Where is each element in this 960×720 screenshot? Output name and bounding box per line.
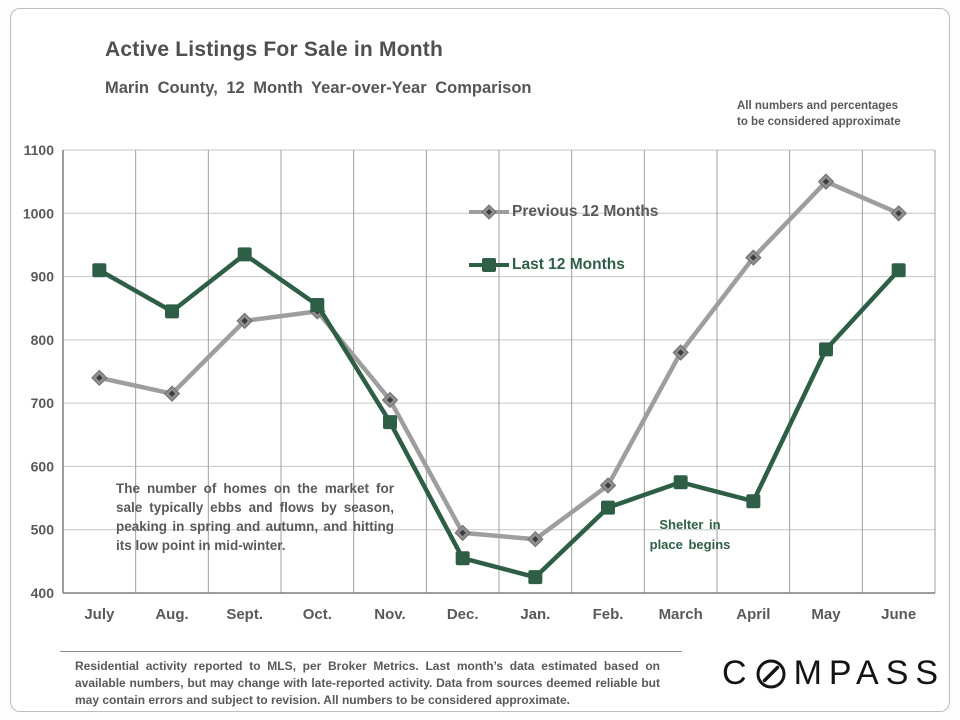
data-series — [91, 173, 907, 585]
svg-text:June: June — [881, 606, 916, 623]
svg-text:1100: 1100 — [24, 142, 55, 158]
svg-text:March: March — [659, 606, 703, 623]
page-border — [10, 8, 950, 712]
chart-title: Active Listings For Sale in Month — [105, 38, 443, 61]
legend-item-last-12-months: Last 12 Months — [468, 256, 625, 274]
shelter-in-place-annotation: Shelter in place begins — [630, 515, 750, 555]
svg-text:Sept.: Sept. — [226, 606, 263, 623]
shelter-annotation-line1: Shelter in — [659, 517, 721, 532]
legend-item-previous-12-months: Previous 12 Months — [468, 203, 658, 221]
svg-text:400: 400 — [31, 585, 55, 601]
legend-label-previous: Previous 12 Months — [512, 203, 659, 220]
svg-text:500: 500 — [31, 522, 55, 538]
svg-text:1000: 1000 — [23, 205, 54, 221]
svg-text:Jan.: Jan. — [520, 606, 550, 623]
approximate-note: All numbers and percentages to be consid… — [737, 98, 901, 130]
svg-text:700: 700 — [31, 395, 55, 411]
approximate-note-line1: All numbers and percentages — [737, 100, 899, 112]
last-series-marker-icon — [469, 258, 509, 272]
svg-text:July: July — [84, 606, 115, 623]
chart-subtitle: Marin County, 12 Month Year-over-Year Co… — [105, 79, 532, 97]
previous-series-marker-icon — [469, 204, 509, 220]
compass-logo-letters-mpass: MPASS — [793, 654, 946, 692]
svg-text:April: April — [736, 606, 770, 623]
svg-text:600: 600 — [31, 458, 55, 474]
axes — [62, 150, 935, 594]
svg-text:Oct.: Oct. — [303, 606, 332, 623]
y-axis-tick-labels: 400 500 600 700 800 900 1000 1100 — [23, 142, 54, 601]
approximate-note-line2: to be considered approximate — [737, 116, 901, 128]
shelter-annotation-line2: place begins — [649, 537, 731, 552]
svg-text:800: 800 — [31, 332, 55, 348]
compass-logo-letter-c: C — [722, 654, 754, 692]
compass-logo: C MPASS — [722, 654, 945, 693]
svg-text:May: May — [811, 606, 841, 623]
svg-text:Dec.: Dec. — [447, 606, 479, 623]
svg-text:Nov.: Nov. — [374, 606, 405, 623]
svg-text:Aug.: Aug. — [155, 606, 188, 623]
svg-text:Feb.: Feb. — [593, 606, 624, 623]
x-axis-month-labels: July Aug. Sept. Oct. Nov. Dec. Jan. Feb. March Ap… — [84, 606, 916, 623]
legend-label-last: Last 12 Months — [512, 256, 625, 273]
svg-text:900: 900 — [31, 269, 55, 285]
footer-disclaimer: Residential activity reported to MLS, pe… — [75, 659, 660, 707]
vertical-gridlines — [135, 150, 936, 593]
footer-divider — [60, 651, 682, 652]
compass-o-icon — [756, 659, 786, 688]
seasonality-annotation: The number of homes on the market for sa… — [116, 481, 394, 553]
